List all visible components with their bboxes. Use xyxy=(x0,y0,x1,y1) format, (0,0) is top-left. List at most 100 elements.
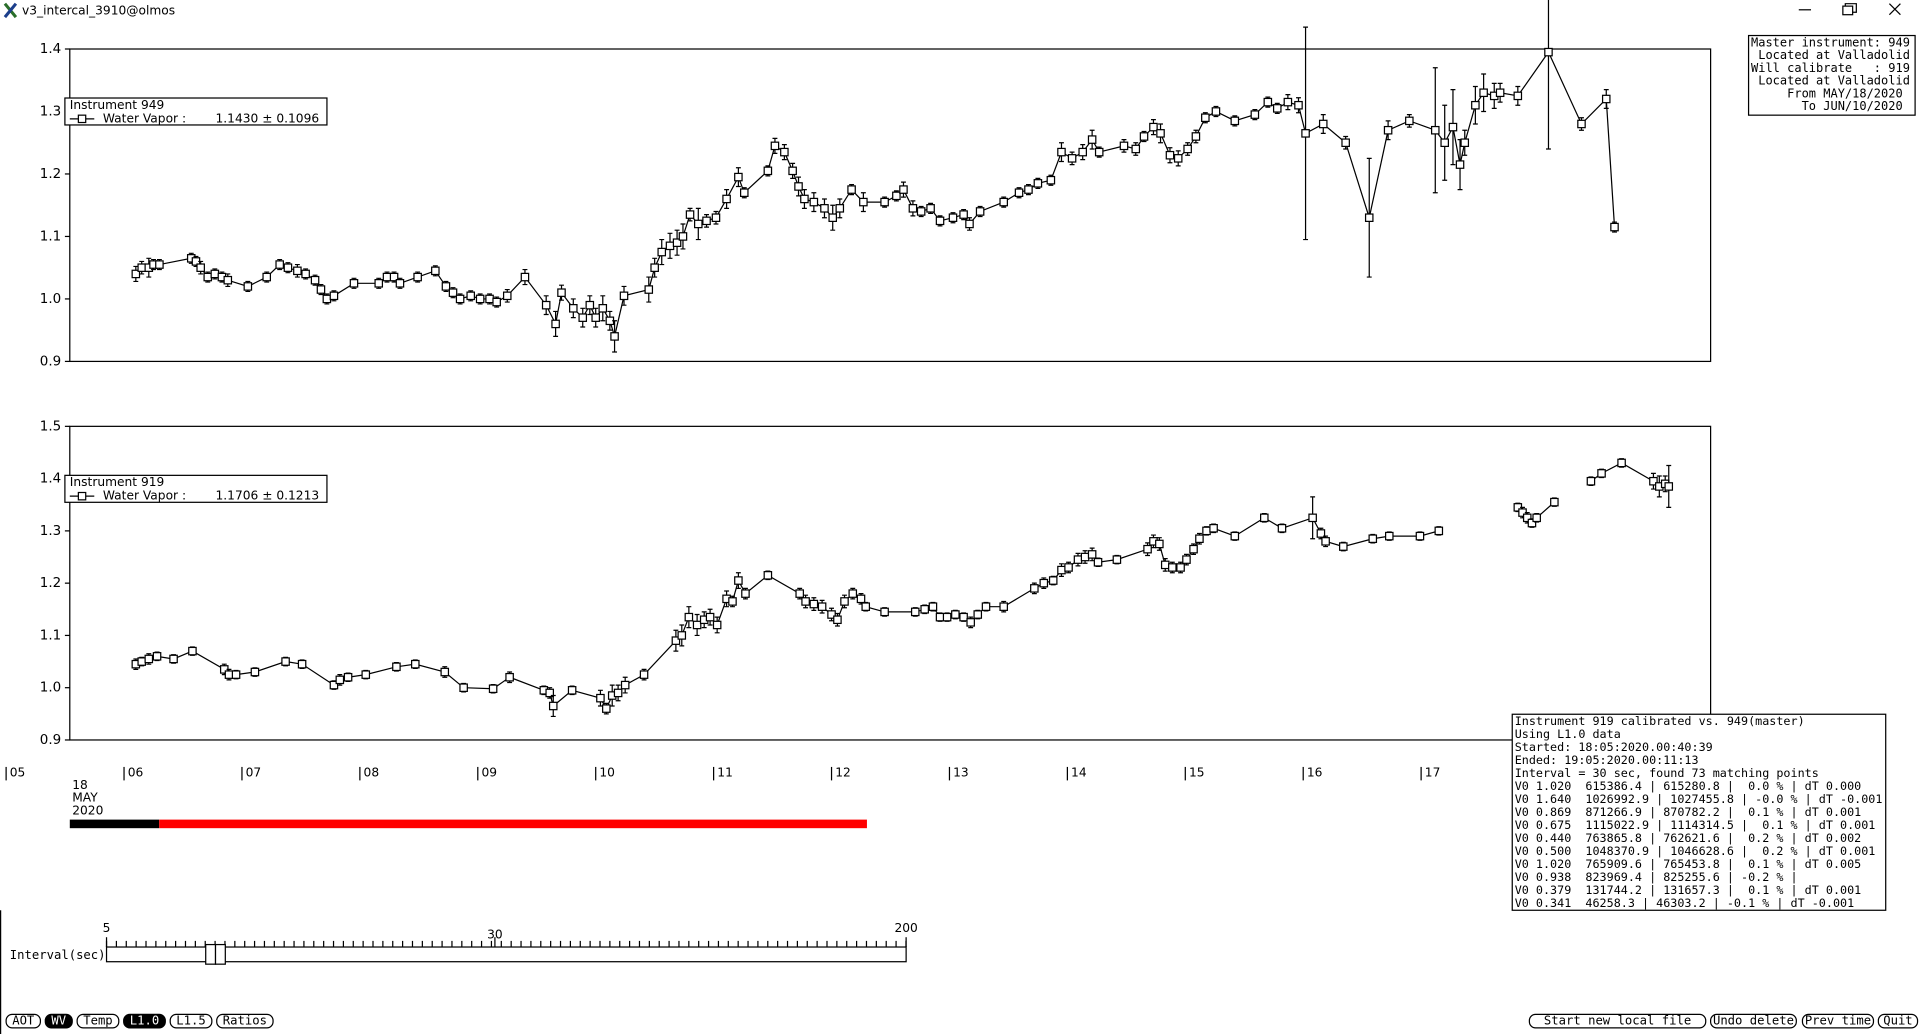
y-tick-label: 1.4 xyxy=(40,471,61,487)
restore-button[interactable] xyxy=(1842,3,1857,16)
slider-track[interactable] xyxy=(105,946,907,963)
data-point xyxy=(880,607,889,617)
data-point xyxy=(908,204,918,213)
data-point xyxy=(817,602,827,611)
y-tick-label: 1.2 xyxy=(40,166,61,182)
data-point xyxy=(1318,119,1328,129)
data-point xyxy=(1139,132,1149,141)
action-button-label[interactable]: Prev time xyxy=(1805,1014,1871,1028)
data-point xyxy=(440,667,450,677)
y-tick-label: 1.0 xyxy=(40,291,61,307)
data-point xyxy=(596,693,605,703)
data-point xyxy=(734,172,743,182)
data-point xyxy=(916,207,926,216)
toggle-button[interactable] xyxy=(169,1013,213,1029)
data-point xyxy=(1277,523,1287,533)
data-point xyxy=(1294,100,1303,110)
data-point xyxy=(677,631,687,640)
data-point xyxy=(1597,469,1606,478)
data-point xyxy=(1550,497,1559,507)
legend-title: Instrument 949 xyxy=(70,98,165,112)
data-point xyxy=(169,654,178,664)
action-button-label[interactable]: Quit xyxy=(1883,1014,1912,1028)
action-button[interactable] xyxy=(1528,1013,1707,1029)
toggle-button-label[interactable]: WV xyxy=(51,1014,66,1028)
data-point xyxy=(685,210,695,219)
toggle-button[interactable] xyxy=(123,1013,166,1029)
data-point xyxy=(739,188,749,197)
data-point xyxy=(545,688,555,698)
data-point xyxy=(155,260,164,269)
progress-done xyxy=(69,819,160,829)
legend-title: Instrument 919 xyxy=(70,475,165,489)
data-point xyxy=(1112,555,1122,564)
data-point xyxy=(1067,154,1077,163)
toggle-button-label[interactable]: L1.0 xyxy=(130,1014,159,1028)
data-point xyxy=(694,219,703,229)
action-button[interactable] xyxy=(1801,1013,1875,1029)
data-point xyxy=(1532,513,1541,523)
data-point xyxy=(316,285,326,294)
data-point xyxy=(650,263,659,272)
data-point xyxy=(1577,119,1586,129)
legend-box xyxy=(64,97,328,126)
slider-thumb[interactable] xyxy=(205,943,217,965)
plot-frame xyxy=(69,425,1712,741)
data-point xyxy=(1383,125,1393,135)
data-point xyxy=(243,282,253,291)
calibration-line: V0 0.341 46258.3 | 46303.2 | -0.1 % | dT… xyxy=(1515,896,1854,910)
action-button-label[interactable]: Start new local file xyxy=(1544,1014,1691,1028)
data-point xyxy=(1057,565,1066,575)
toggle-button[interactable] xyxy=(76,1013,120,1029)
data-point xyxy=(1202,526,1211,536)
close-button[interactable] xyxy=(1888,3,1901,16)
toggle-button-label[interactable]: AOT xyxy=(12,1014,35,1028)
data-point xyxy=(734,576,743,585)
progress-bar xyxy=(159,819,867,829)
data-point xyxy=(1182,555,1191,564)
data-point xyxy=(1087,135,1097,144)
toggle-button-label[interactable]: Ratios xyxy=(223,1014,267,1028)
calibration-line: Instrument 919 calibrated vs. 949(master… xyxy=(1515,714,1805,728)
data-point xyxy=(144,654,154,664)
slider-thumb[interactable] xyxy=(214,943,226,965)
data-point xyxy=(1664,482,1674,491)
data-point xyxy=(1448,122,1458,132)
action-button[interactable] xyxy=(1877,1013,1919,1029)
data-point xyxy=(1308,513,1317,523)
data-point xyxy=(1263,97,1273,107)
toggle-button[interactable] xyxy=(44,1013,73,1029)
data-point xyxy=(657,247,667,257)
data-point xyxy=(1160,560,1170,570)
data-point xyxy=(795,589,804,598)
data-point xyxy=(1209,523,1218,533)
toggle-button[interactable] xyxy=(5,1013,42,1029)
data-point xyxy=(262,272,272,282)
data-point xyxy=(833,615,842,625)
action-button[interactable] xyxy=(1710,1013,1797,1029)
calibration-line: V0 0.938 823969.4 | 825255.6 | -0.2 % | xyxy=(1515,870,1798,884)
calibration-line: V0 1.640 1026992.9 | 1027455.8 | -0.0 % … xyxy=(1515,792,1883,806)
data-point xyxy=(1073,555,1083,564)
data-point xyxy=(820,204,829,213)
data-point xyxy=(684,612,694,622)
data-point xyxy=(1030,584,1039,593)
toggle-button-label[interactable]: L1.5 xyxy=(176,1014,205,1028)
toggle-button-label[interactable]: Temp xyxy=(83,1014,112,1028)
data-point xyxy=(585,300,595,310)
action-button-label[interactable]: Undo delete xyxy=(1713,1014,1794,1028)
y-tick-label: 0.9 xyxy=(40,732,61,748)
data-point xyxy=(835,204,845,213)
data-point xyxy=(488,684,498,694)
data-point xyxy=(1272,104,1282,113)
data-point xyxy=(598,304,608,313)
data-point xyxy=(293,266,302,276)
calibration-panel xyxy=(1511,713,1887,911)
toggle-button[interactable] xyxy=(216,1013,274,1029)
data-point xyxy=(1211,107,1221,116)
data-point xyxy=(1176,563,1185,572)
data-point xyxy=(1230,116,1240,126)
data-point xyxy=(959,612,968,622)
data-point xyxy=(981,602,991,611)
y-tick-label: 1.3 xyxy=(40,523,61,539)
